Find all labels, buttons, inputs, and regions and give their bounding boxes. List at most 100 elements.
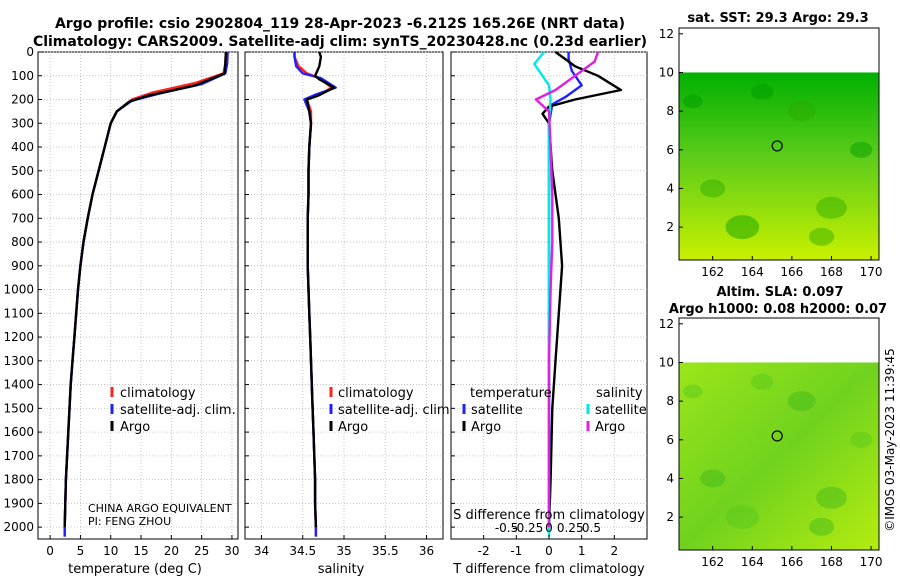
sla-map-spots [683, 373, 873, 536]
difference-panel: -2 -1 0 1 2 -0.5-0.25 0 0.250.5 T difference fr… [450, 51, 648, 577]
y-tick-label: 1500 [3, 401, 34, 415]
y-tick-label: 600 [11, 188, 34, 202]
legend-salinity-title: salinity [596, 386, 643, 401]
x-tick-label-secondary: 0.5 [582, 521, 601, 535]
x-tick-label: 170 [860, 555, 883, 569]
x-tick-label: 0 [46, 544, 54, 558]
map-spot [725, 505, 760, 530]
legend-t-satellite-label: satellite [471, 403, 523, 418]
difference-legend: temperature satellite Argo salinity sate… [462, 386, 647, 435]
legend-s-argo-label: Argo [595, 420, 625, 435]
x-tick-label: 34 [254, 544, 269, 558]
map-spot [816, 196, 847, 219]
y-tick-label: 1800 [3, 473, 34, 487]
sst-argo-location-marker [771, 140, 783, 152]
salinity-grid [245, 51, 443, 539]
legend-s-satellite-label: satellite [595, 403, 647, 418]
map-spot [725, 215, 760, 240]
map-spot [808, 517, 835, 536]
y-tick-label: 200 [11, 93, 34, 107]
institution-label: CHINA ARGO EQUIVALENT [88, 502, 232, 515]
sst-map-title: sat. SST: 29.3 Argo: 29.3 [687, 11, 868, 26]
x-tick-label: 166 [780, 555, 803, 569]
legend-satellite-label: satellite-adj. clim. [338, 403, 454, 418]
series-line-argo [63, 51, 228, 528]
sla-map-field [679, 362, 879, 550]
sla-map-title: Altim. SLA: 0.097 [717, 285, 844, 300]
y-tick-label: 500 [11, 164, 34, 178]
legend-satellite-label: satellite-adj. clim. [120, 403, 236, 418]
map-spot [787, 391, 816, 412]
x-tick-label: 30 [224, 544, 239, 558]
x-tick-label: -2 [478, 544, 490, 558]
salinity-ticks: 34 34.5 35 35.5 36 [245, 51, 434, 558]
x-tick-label: 162 [701, 555, 724, 569]
x-tick-label: 36 [419, 544, 434, 558]
x-tick-label: 0 [545, 544, 553, 558]
y-tick-label: 4 [666, 471, 674, 485]
series-line-s-argo [534, 51, 600, 528]
sla-map-subtitle: Argo h1000: 0.08 h2000: 0.07 [669, 302, 887, 317]
y-tick-label: 1400 [3, 378, 34, 392]
y-tick-label: 2000 [3, 520, 34, 534]
y-tick-label: 1200 [3, 330, 34, 344]
x-tick-label: 5 [77, 544, 85, 558]
legend-argo-label: Argo [120, 420, 150, 435]
map-spot [816, 486, 847, 509]
x-tick-label: 35 [336, 544, 351, 558]
x-tick-label: 2 [611, 544, 619, 558]
map-spot [683, 94, 703, 109]
y-tick-label: 2 [666, 510, 674, 524]
temperature-x-label: temperature (deg C) [68, 562, 202, 577]
map-spot [849, 141, 873, 158]
map-spot [849, 431, 873, 448]
map-spot [700, 179, 726, 198]
difference-x-label: T difference from climatology [452, 562, 645, 577]
temperature-ticks: 0100200300400500600700800900100011001200… [3, 45, 239, 558]
pi-label: PI: FENG ZHOU [88, 515, 171, 528]
map-spot [808, 227, 835, 246]
y-tick-label: 0 [26, 45, 34, 59]
x-tick-label: 20 [164, 544, 179, 558]
legend-argo-label: Argo [338, 420, 368, 435]
salinity-series [293, 51, 337, 537]
salinity-panel: 34 34.5 35 35.5 36 salinity climatology sate… [244, 51, 454, 577]
x-tick-label: 35.5 [372, 544, 399, 558]
difference-ticks: -2 -1 0 1 2 -0.5-0.25 0 0.250.5 [451, 51, 619, 558]
salinity-x-label: salinity [318, 562, 365, 577]
sst-map-panel: sat. SST: 29.3 Argo: 29.3 162 164 166 168 17… [659, 11, 883, 279]
map-spot [683, 384, 703, 399]
sla-argo-location-marker [771, 430, 783, 442]
y-tick-label: 12 [659, 317, 674, 331]
series-line-argo [305, 51, 336, 528]
x-tick-label: 164 [741, 265, 764, 279]
difference-series [533, 51, 623, 537]
y-tick-label: 1300 [3, 354, 34, 368]
x-tick-label-secondary: -0.5 [495, 521, 518, 535]
y-tick-label: 100 [11, 69, 34, 83]
x-tick-label: 10 [103, 544, 118, 558]
legend-t-argo-label: Argo [471, 420, 501, 435]
x-tick-label: 164 [741, 555, 764, 569]
y-tick-label: 800 [11, 235, 34, 249]
y-tick-label: 1600 [3, 425, 34, 439]
y-tick-label: 2 [666, 220, 674, 234]
map-spot [750, 373, 774, 390]
y-tick-label: 6 [666, 143, 674, 157]
y-tick-label: 8 [666, 394, 674, 408]
legend-temperature-title: temperature [470, 386, 552, 401]
x-tick-label: 1 [578, 544, 586, 558]
salinity-legend: climatology satellite-adj. clim. Argo [329, 386, 454, 435]
y-tick-label: 4 [666, 181, 674, 195]
temperature-panel: 0100200300400500600700800900100011001200… [3, 45, 239, 577]
sst-map-ticks: 162 164 166 168 170 2 4 6 8 10 12 [659, 27, 883, 279]
sla-map-panel: Altim. SLA: 0.097 Argo h1000: 0.08 h2000… [659, 285, 887, 569]
x-tick-label: 170 [860, 265, 883, 279]
legend-climatology-label: climatology [120, 386, 196, 401]
x-tick-label-secondary: 0.25 [557, 521, 584, 535]
difference-x-label-2: S difference from climatology [453, 508, 645, 523]
sst-map-spots [683, 83, 873, 246]
y-tick-label: 900 [11, 259, 34, 273]
y-tick-label: 1900 [3, 496, 34, 510]
